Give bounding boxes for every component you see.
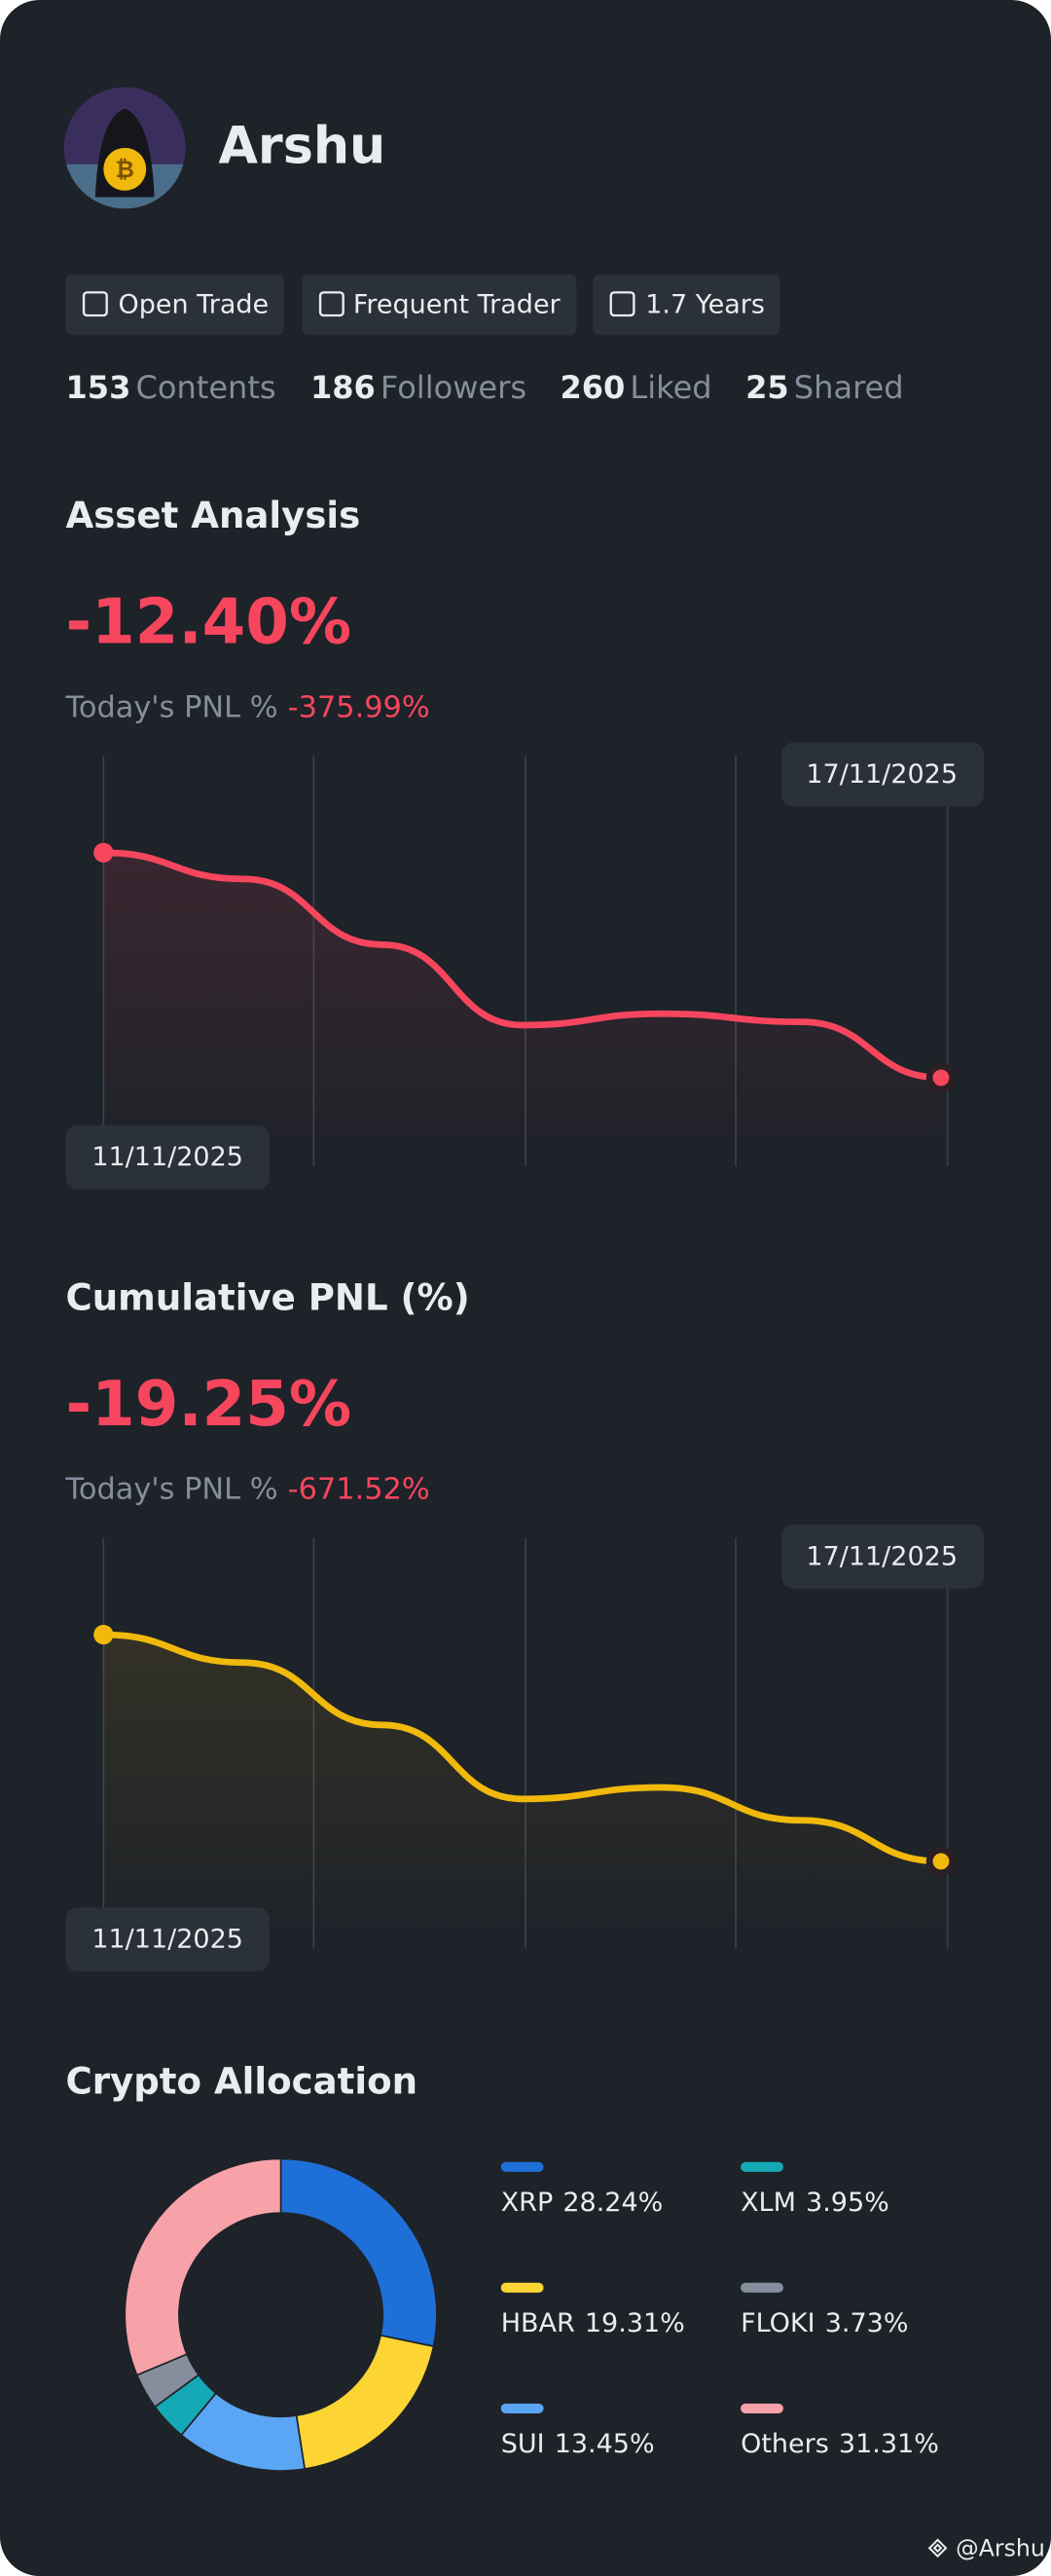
stat: 153 Contents	[66, 369, 276, 406]
date-label: 11/11/2025	[91, 1142, 243, 1172]
stat-label: Liked	[630, 369, 711, 406]
section-title: Asset Analysis	[66, 495, 361, 536]
legend-swatch	[500, 2403, 544, 2413]
line	[99, 849, 945, 1082]
date-label: 17/11/2025	[806, 759, 958, 790]
avatar[interactable]: ₿	[63, 87, 186, 209]
stat: 25 Shared	[745, 369, 903, 406]
line-area	[103, 1635, 941, 1949]
today-pnl: Today's PNL % -671.52%	[65, 1472, 430, 1506]
legend-value: 28.24%	[562, 2187, 663, 2217]
legend-name: XRP	[501, 2187, 554, 2217]
line	[99, 1631, 945, 1865]
legend-label: Others 31.31%	[741, 2429, 939, 2459]
stat: 260 Liked	[560, 369, 711, 406]
badge-icon	[609, 291, 635, 317]
donut-slice	[124, 2157, 282, 2376]
today-pnl: Today's PNL % -375.99%	[65, 690, 430, 724]
badge	[65, 274, 284, 336]
legend-name: HBAR	[501, 2307, 575, 2337]
watermark: @Arshu	[927, 2535, 1045, 2562]
badge	[302, 274, 577, 336]
legend-value: 31.31%	[839, 2429, 939, 2459]
date-tooltip	[781, 742, 984, 807]
legend-label: XLM 3.95%	[741, 2187, 889, 2217]
legend-swatch	[500, 2282, 544, 2293]
date-label: 17/11/2025	[806, 1541, 958, 1571]
stat-label: Contents	[135, 369, 275, 406]
legend-swatch	[741, 2403, 783, 2413]
legend-name: Others	[741, 2429, 829, 2459]
badge-label: 1.7 Years	[645, 289, 765, 319]
legend-name: SUI	[501, 2429, 545, 2459]
stat-value: 25	[745, 369, 789, 406]
donut-slice	[279, 2157, 438, 2348]
badge-icon	[82, 291, 108, 317]
badge	[593, 274, 780, 336]
section-title: Crypto Allocation	[66, 2060, 418, 2102]
svg-text:@Arshu: @Arshu	[956, 2535, 1045, 2562]
stat: 186 Followers	[310, 369, 526, 406]
legend-name: FLOKI	[741, 2307, 815, 2337]
date-label: 11/11/2025	[91, 1924, 243, 1954]
stat-value: 153	[66, 369, 131, 406]
point	[925, 1062, 957, 1093]
legend-name: XLM	[741, 2187, 796, 2217]
legend-swatch	[741, 2282, 783, 2293]
badge-label: Open Trade	[119, 289, 270, 319]
badge-icon	[318, 291, 344, 317]
stat-value: 260	[560, 369, 625, 406]
point	[93, 842, 114, 863]
legend-swatch	[741, 2161, 783, 2172]
legend-value: 13.45%	[555, 2429, 655, 2459]
legend-value: 19.31%	[585, 2307, 685, 2337]
stat-value: 186	[310, 369, 376, 406]
legend-swatch	[500, 2161, 544, 2172]
legend-value: 3.95%	[806, 2187, 889, 2217]
stat-label: Shared	[794, 369, 904, 406]
legend-label: HBAR 19.31%	[501, 2307, 685, 2337]
pnl: -12.40%	[66, 586, 352, 659]
legend-label: FLOKI 3.73%	[741, 2307, 908, 2337]
legend-label: XRP 28.24%	[501, 2187, 664, 2217]
svg-text:₿: ₿	[116, 156, 134, 183]
legend-value: 3.73%	[825, 2307, 909, 2337]
date-tooltip	[781, 1525, 984, 1589]
badge-label: Frequent Trader	[353, 289, 562, 319]
legend-label: SUI 13.45%	[501, 2429, 655, 2459]
section-title: Cumulative PNL (%)	[66, 1276, 470, 1318]
point	[925, 1846, 957, 1877]
pnl: -19.25%	[66, 1368, 352, 1441]
date-tooltip	[65, 1907, 270, 1971]
line-area	[103, 852, 941, 1167]
point	[93, 1624, 114, 1645]
date-tooltip	[65, 1124, 270, 1190]
username: Arshu	[218, 117, 385, 176]
stat-label: Followers	[381, 369, 526, 406]
